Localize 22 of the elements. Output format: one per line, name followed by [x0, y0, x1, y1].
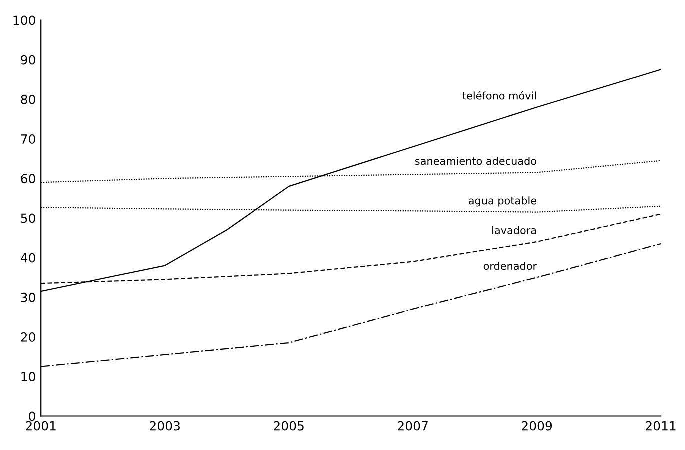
x-tick-label: 2007 — [398, 421, 428, 431]
y-tick-label: 40 — [20, 253, 36, 263]
x-tick-label: 2005 — [274, 421, 304, 431]
series-label: teléfono móvil — [462, 91, 536, 100]
series-label: ordenador — [484, 262, 538, 270]
y-tick-label: 30 — [21, 292, 36, 302]
x-tick-label: 2011 — [646, 421, 676, 431]
y-tick-label: 10 — [22, 372, 36, 382]
series-label: agua potable — [469, 196, 536, 207]
x-tick-label: 2003 — [150, 421, 180, 431]
y-tick-label: 20 — [21, 332, 36, 342]
y-tick-label: 50 — [21, 214, 36, 224]
series-label: lavadora — [492, 226, 536, 234]
y-tick-label: 70 — [21, 134, 36, 144]
y-tick-label: 60 — [21, 174, 36, 184]
y-tick-label: 0 — [29, 412, 36, 422]
y-tick-label: 100 — [14, 16, 36, 26]
series-label: saneamiento adecuado — [415, 157, 536, 166]
x-tick-label: 2009 — [522, 421, 552, 431]
x-tick-label: 2001 — [26, 421, 56, 431]
y-tick-label: 90 — [21, 55, 36, 65]
y-tick-label: 80 — [21, 94, 36, 104]
